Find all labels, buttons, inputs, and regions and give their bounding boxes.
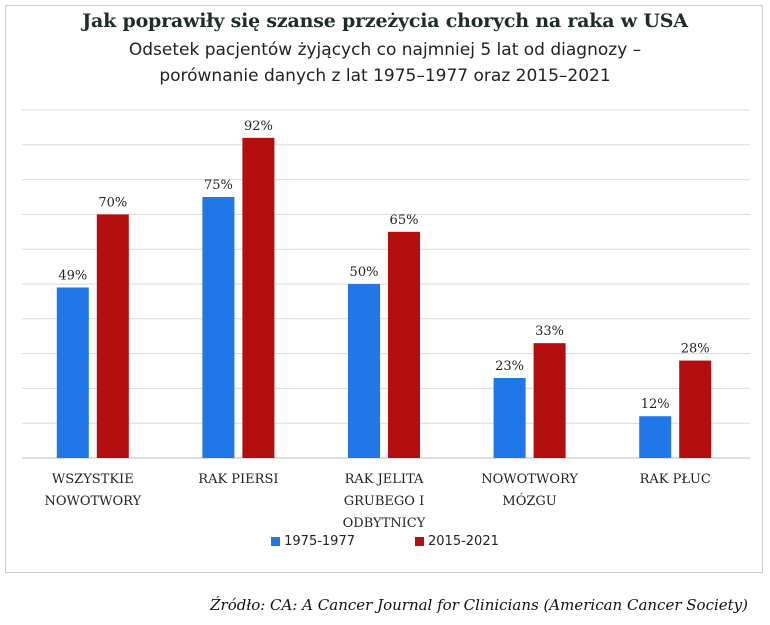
chart-title: Jak poprawiły się szanse przeżycia chory…: [82, 10, 688, 32]
category-label: NOWOTWORY: [481, 472, 578, 487]
bar-series-2: [679, 360, 712, 458]
legend-swatch-series-2: [415, 537, 424, 546]
bar-series-2: [388, 231, 420, 458]
category-label: RAK JELITA: [345, 472, 424, 487]
category-label: WSZYSTKIE: [52, 472, 134, 487]
legend-label-series-1: 1975-1977: [284, 534, 355, 549]
category-label: GRUBEGO I: [344, 494, 424, 509]
bar-series-2: [533, 343, 566, 458]
legend-label-series-2: 2015-2021: [428, 534, 499, 549]
data-label: 50%: [350, 265, 379, 280]
bar-series-2: [242, 137, 275, 458]
legend-swatch-series-1: [271, 537, 281, 546]
chart-frame: [5, 5, 763, 573]
bar-series-2: [96, 214, 129, 458]
data-label: 33%: [535, 324, 564, 339]
category-label: ODBYTNICY: [343, 516, 426, 531]
data-label: 92%: [244, 119, 273, 134]
data-label: 70%: [98, 195, 127, 210]
source-note: Źródło: CA: A Cancer Journal for Clinici…: [210, 596, 748, 614]
category-label: NOWOTWORY: [44, 494, 141, 509]
category-label: RAK PIERSI: [198, 472, 278, 487]
bar-series-1: [493, 377, 526, 458]
bar-series-1: [348, 284, 380, 458]
data-label: 75%: [204, 178, 233, 193]
category-label: RAK PŁUC: [640, 472, 711, 487]
chart-subtitle-line1: Odsetek pacjentów żyjących co najmniej 5…: [128, 40, 642, 60]
data-label: 23%: [495, 359, 524, 374]
bar-series-1: [639, 416, 672, 458]
data-label: 65%: [390, 213, 419, 228]
data-label: 28%: [681, 342, 710, 357]
chart-subtitle-line2: porównanie danych z lat 1975–1977 oraz 2…: [159, 66, 611, 86]
category-label: MÓZGU: [502, 492, 556, 509]
bar-series-1: [202, 197, 235, 458]
data-label: 12%: [641, 397, 670, 412]
bar-series-1: [56, 287, 89, 458]
data-label: 49%: [58, 268, 87, 283]
legend-item-series-2: 2015-2021: [415, 534, 499, 549]
legend-item-series-1: 1975-1977: [271, 534, 355, 549]
legend: 1975-1977 2015-2021: [0, 534, 770, 549]
